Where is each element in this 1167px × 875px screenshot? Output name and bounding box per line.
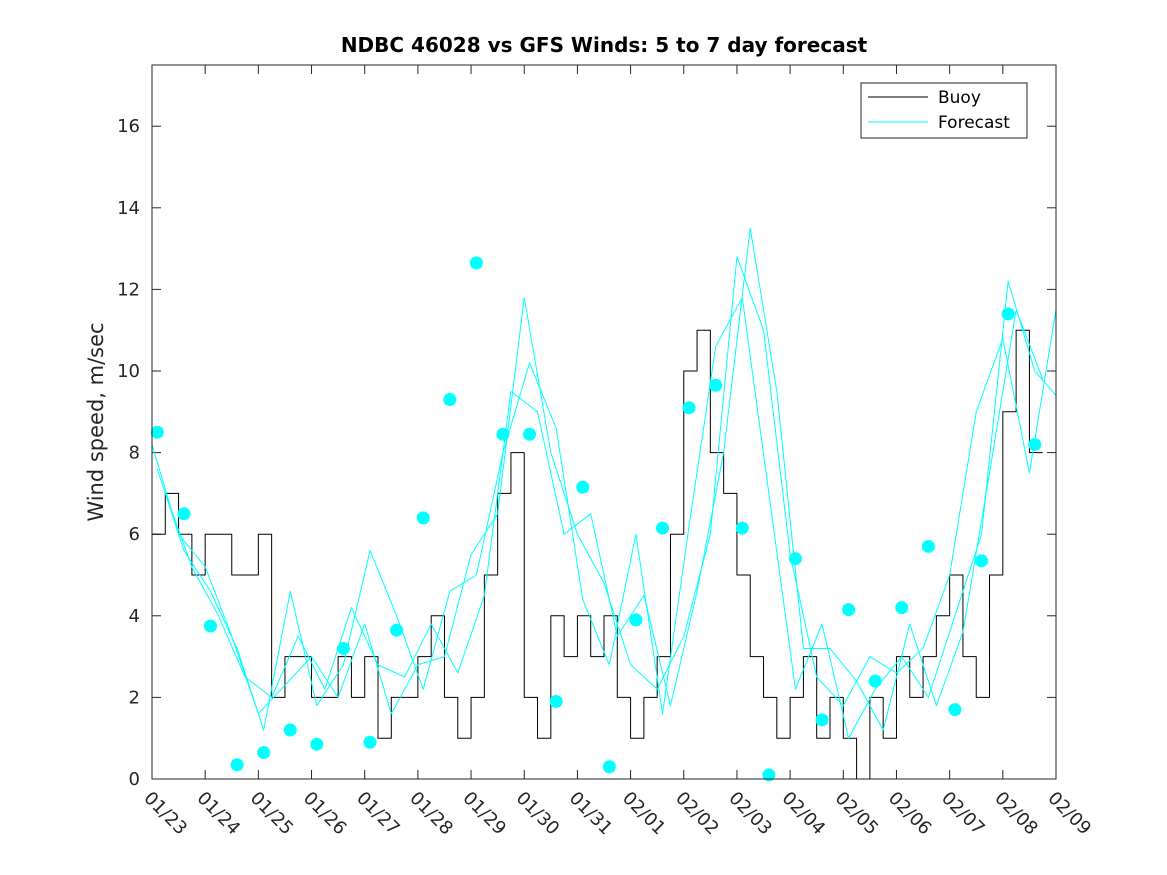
y-tick-label: 8 <box>129 443 140 464</box>
forecast-marker <box>895 601 909 615</box>
x-tick-label: 02/04 <box>778 788 830 840</box>
y-axis-label: Wind speed, m/sec <box>84 322 108 521</box>
forecast-marker <box>948 703 962 717</box>
forecast-marker <box>150 425 164 439</box>
forecast-marker <box>310 737 324 751</box>
forecast-marker <box>336 641 350 655</box>
x-tick-label: 02/07 <box>937 788 989 840</box>
forecast-marker <box>283 723 297 737</box>
x-tick-label: 01/27 <box>352 788 404 840</box>
forecast-marker <box>230 758 244 772</box>
forecast-marker <box>762 768 776 782</box>
forecast-marker <box>735 521 749 535</box>
forecast-marker <box>549 694 563 708</box>
x-tick-label: 01/28 <box>405 788 457 840</box>
forecast-marker <box>975 554 989 568</box>
series-line-forecast-1 <box>151 256 1057 715</box>
x-tick-label: 01/31 <box>565 788 617 840</box>
x-tick-label: 01/23 <box>139 788 191 840</box>
forecast-marker <box>496 427 510 441</box>
x-tick-labels: 01/23 01/24 01/25 01/26 01/27 01/28 01/29 01/30… <box>139 788 1095 840</box>
forecast-marker <box>443 393 457 407</box>
forecast-marker <box>709 378 723 392</box>
forecast-marker <box>390 623 404 637</box>
x-tick-label: 01/30 <box>512 788 564 840</box>
series-line-buoy <box>152 329 1043 780</box>
x-tick-label: 01/26 <box>299 788 351 840</box>
x-tick-label: 02/03 <box>724 788 776 840</box>
forecast-marker <box>629 613 643 627</box>
y-tick-label: 0 <box>129 769 140 790</box>
x-tick-label: 02/01 <box>618 788 670 840</box>
forecast-marker <box>257 745 271 759</box>
y-tick-label: 16 <box>117 116 140 137</box>
y-tick-label: 6 <box>129 524 140 545</box>
legend: Buoy Forecast <box>860 82 1028 139</box>
forecast-marker <box>842 603 856 617</box>
x-tick-label: 02/02 <box>671 788 723 840</box>
series-line-forecast-2 <box>164 227 1044 731</box>
forecast-marker <box>203 619 217 633</box>
plot-frame <box>151 64 1057 780</box>
y-tick-label: 12 <box>117 279 140 300</box>
legend-buoy-label: Buoy <box>938 88 981 108</box>
y-tick-label: 2 <box>129 687 140 708</box>
x-tick-label: 02/09 <box>1043 788 1095 840</box>
forecast-marker <box>1028 437 1042 451</box>
x-tick-label: 01/24 <box>193 788 245 840</box>
plot-background <box>152 65 1056 779</box>
x-tick-label: 02/08 <box>990 788 1042 840</box>
y-tick-label: 10 <box>117 361 140 382</box>
legend-forecast-label: Forecast <box>938 113 1010 133</box>
forecast-marker <box>682 401 696 415</box>
forecast-marker <box>1001 307 1015 321</box>
forecast-marker <box>177 507 191 521</box>
x-tick-label: 02/05 <box>831 788 883 840</box>
forecast-marker <box>921 539 935 553</box>
chart-title: NDBC 46028 vs GFS Winds: 5 to 7 day fore… <box>341 33 868 57</box>
legend-box <box>860 82 1028 139</box>
x-tick-label: 01/29 <box>459 788 511 840</box>
forecast-marker <box>469 256 483 270</box>
series-layer <box>151 227 1057 780</box>
forecast-markers <box>150 256 1042 782</box>
forecast-marker <box>815 713 829 727</box>
axis-ticks <box>151 65 1057 780</box>
forecast-marker <box>416 511 430 525</box>
forecast-marker <box>602 760 616 774</box>
forecast-marker <box>788 552 802 566</box>
forecast-marker <box>655 521 669 535</box>
x-tick-label: 01/25 <box>246 788 298 840</box>
y-tick-label: 14 <box>117 198 140 219</box>
forecast-marker <box>523 427 537 441</box>
y-tick-label: 4 <box>129 606 140 627</box>
x-tick-label: 02/06 <box>884 788 936 840</box>
forecast-marker <box>576 480 590 494</box>
forecast-marker <box>868 674 882 688</box>
forecast-marker <box>363 735 377 749</box>
y-tick-labels: 0 2 4 6 8 10 12 14 16 <box>117 116 140 790</box>
series-line-forecast-3 <box>156 280 1057 739</box>
